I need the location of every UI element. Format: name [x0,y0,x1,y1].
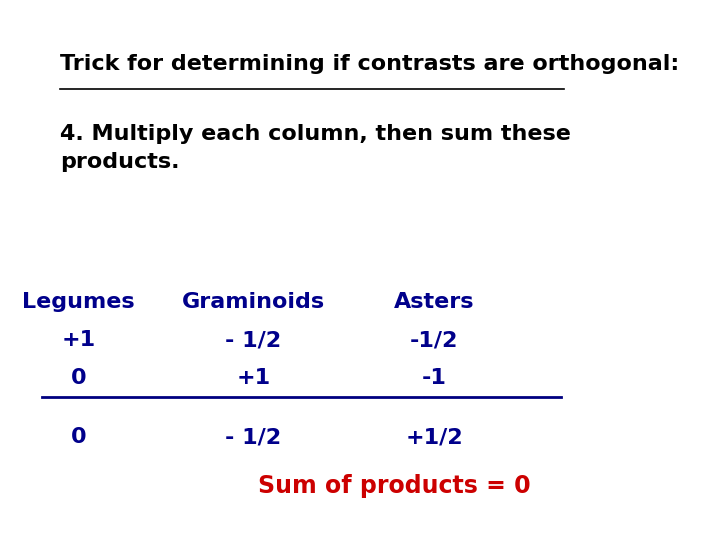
Text: +1: +1 [61,330,96,350]
Text: Graminoids: Graminoids [181,292,325,313]
Text: -1/2: -1/2 [410,330,459,350]
Text: - 1/2: - 1/2 [225,330,282,350]
Text: Legumes: Legumes [22,292,135,313]
Text: - 1/2: - 1/2 [225,427,282,448]
Text: +1/2: +1/2 [405,427,463,448]
Text: +1: +1 [236,368,270,388]
Text: 0: 0 [71,368,86,388]
Text: Trick for determining if contrasts are orthogonal:: Trick for determining if contrasts are o… [60,54,680,74]
Text: -1: -1 [422,368,446,388]
Text: Asters: Asters [394,292,474,313]
Text: Sum of products = 0: Sum of products = 0 [258,474,531,498]
Text: 4. Multiply each column, then sum these
products.: 4. Multiply each column, then sum these … [60,124,571,172]
Text: 0: 0 [71,427,86,448]
